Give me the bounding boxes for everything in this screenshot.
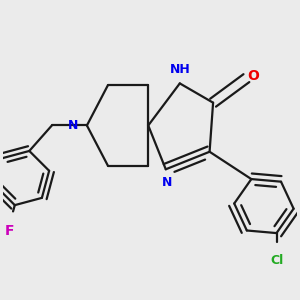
Text: F: F — [5, 224, 14, 239]
Text: N: N — [68, 119, 78, 132]
Text: O: O — [248, 69, 259, 83]
Text: Cl: Cl — [271, 254, 284, 267]
Text: NH: NH — [169, 63, 190, 76]
Text: N: N — [162, 176, 173, 189]
